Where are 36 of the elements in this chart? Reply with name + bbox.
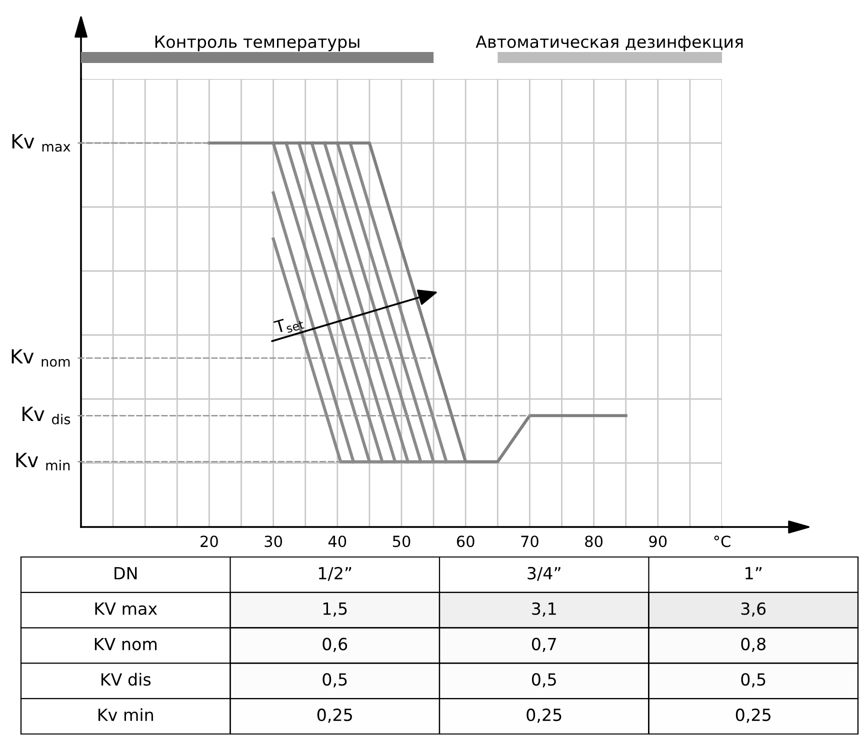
data-label: 0,25 xyxy=(736,708,770,723)
y-tick-label: KV nom xyxy=(94,638,157,650)
x-tick-label: 20 xyxy=(200,536,218,548)
data-label: 0,7 xyxy=(532,638,556,652)
x-tick-label: 90 xyxy=(649,536,667,548)
series-label: Контроль температуры xyxy=(155,36,360,52)
data-label: 0,5 xyxy=(322,673,347,688)
x-tick-label: 60 xyxy=(456,536,474,548)
data-label: 0,25 xyxy=(526,708,562,723)
x-tick-label: 50 xyxy=(392,536,410,548)
data-label: 3,6 xyxy=(741,602,766,617)
x-tick-label: 1” xyxy=(746,567,762,580)
x-tick-label: °C xyxy=(714,536,730,548)
y-tick-label: KV dis xyxy=(102,672,151,686)
data-label: 1,5 xyxy=(323,602,347,617)
data-label: 0,5 xyxy=(532,673,556,688)
annotation: T$_{set}$ xyxy=(273,314,304,336)
annotation: Kv $_{dis}$ xyxy=(22,406,70,424)
y-axis-title: DN xyxy=(114,567,137,580)
annotation: Kv $_{max}$ xyxy=(12,134,70,152)
x-tick-label: 30 xyxy=(264,536,282,548)
data-label: 0,6 xyxy=(322,638,348,652)
series-label: Автоматическая дезинфекция xyxy=(476,36,743,52)
y-tick-label: KV max xyxy=(95,602,158,615)
x-tick-label: 40 xyxy=(328,536,346,548)
x-tick-label: 80 xyxy=(585,536,603,548)
data-label: 0,25 xyxy=(317,708,352,723)
x-tick-label: 70 xyxy=(521,536,538,548)
data-label: 0,8 xyxy=(741,638,766,652)
annotation: Kv $_{nom}$ xyxy=(12,349,70,367)
x-tick-label: 1/2” xyxy=(318,566,352,581)
x-tick-label: 3/4” xyxy=(528,566,560,581)
annotation: Kv $_{min}$ xyxy=(16,452,70,470)
data-label: 3,1 xyxy=(532,602,556,617)
data-label: 0,5 xyxy=(741,673,766,688)
y-tick-label: Kv min xyxy=(98,708,153,721)
